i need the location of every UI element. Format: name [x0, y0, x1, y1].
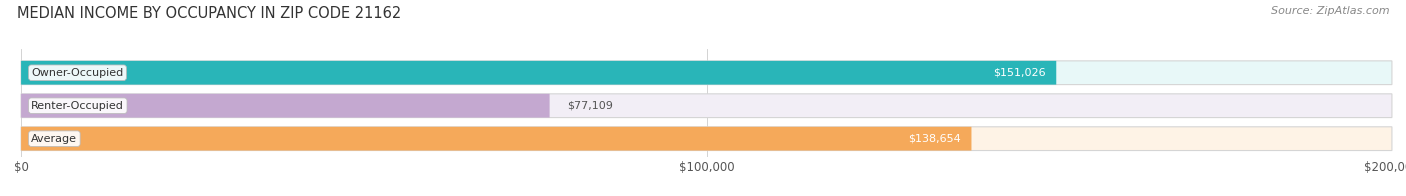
- FancyBboxPatch shape: [21, 127, 972, 151]
- Text: Owner-Occupied: Owner-Occupied: [31, 68, 124, 78]
- Text: $151,026: $151,026: [994, 68, 1046, 78]
- Text: Renter-Occupied: Renter-Occupied: [31, 101, 124, 111]
- FancyBboxPatch shape: [21, 61, 1056, 85]
- Text: Source: ZipAtlas.com: Source: ZipAtlas.com: [1271, 6, 1389, 16]
- FancyBboxPatch shape: [21, 94, 1392, 118]
- FancyBboxPatch shape: [21, 127, 1392, 151]
- FancyBboxPatch shape: [21, 61, 1392, 85]
- FancyBboxPatch shape: [21, 94, 550, 118]
- Text: $77,109: $77,109: [567, 101, 613, 111]
- Text: Average: Average: [31, 134, 77, 144]
- Text: $138,654: $138,654: [908, 134, 962, 144]
- Text: MEDIAN INCOME BY OCCUPANCY IN ZIP CODE 21162: MEDIAN INCOME BY OCCUPANCY IN ZIP CODE 2…: [17, 6, 401, 21]
